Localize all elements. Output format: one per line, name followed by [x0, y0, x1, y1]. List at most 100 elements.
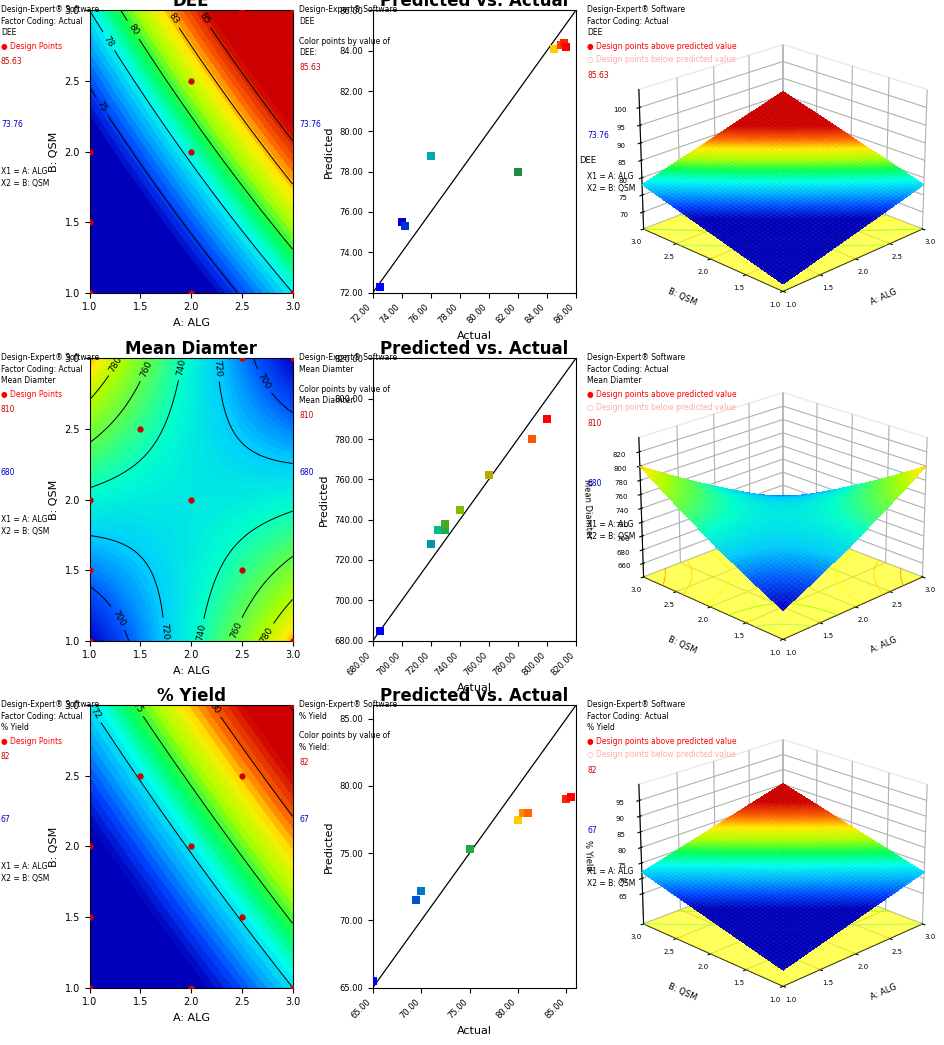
- Text: 780: 780: [108, 354, 125, 374]
- X-axis label: Actual: Actual: [457, 682, 492, 693]
- Point: [515, 805, 531, 821]
- Text: ● Design points above predicted value: ● Design points above predicted value: [587, 42, 737, 51]
- Point: [430, 521, 446, 538]
- X-axis label: A: ALG: A: ALG: [173, 1013, 210, 1023]
- Text: 67: 67: [299, 815, 309, 825]
- X-axis label: Actual: Actual: [457, 331, 492, 341]
- Text: Design-Expert® Software: Design-Expert® Software: [299, 5, 397, 15]
- Point: [547, 41, 562, 57]
- Point: [397, 217, 413, 234]
- Text: Factor Coding: Actual: Factor Coding: Actual: [587, 712, 669, 721]
- Title: Predicted vs. Actual: Predicted vs. Actual: [380, 688, 568, 705]
- Text: 73.76: 73.76: [299, 120, 321, 130]
- Text: Design-Expert® Software: Design-Expert® Software: [299, 353, 397, 363]
- Y-axis label: B: QSM: B: QSM: [666, 634, 698, 655]
- Text: Factor Coding: Actual: Factor Coding: Actual: [587, 17, 669, 26]
- Text: Mean Diamter:: Mean Diamter:: [299, 396, 356, 405]
- Text: ○ Design points below predicted value: ○ Design points below predicted value: [587, 403, 736, 413]
- Text: 85.63: 85.63: [299, 63, 321, 72]
- Text: ○ Design points below predicted value: ○ Design points below predicted value: [587, 750, 736, 760]
- Title: Predicted vs. Actual: Predicted vs. Actual: [380, 0, 568, 10]
- Text: ● Design Points: ● Design Points: [1, 42, 62, 51]
- Point: [373, 622, 388, 638]
- Y-axis label: B: QSM: B: QSM: [666, 981, 698, 1002]
- Text: 700: 700: [110, 608, 126, 628]
- Text: 700: 700: [256, 371, 272, 391]
- X-axis label: A: ALG: A: ALG: [869, 287, 899, 307]
- Point: [481, 467, 497, 484]
- Text: ● Design points above predicted value: ● Design points above predicted value: [587, 737, 737, 746]
- Title: Predicted vs. Actual: Predicted vs. Actual: [380, 341, 568, 358]
- Text: Design-Expert® Software: Design-Expert® Software: [299, 700, 397, 710]
- Text: X1 = A: ALG: X1 = A: ALG: [587, 172, 633, 182]
- Point: [558, 39, 573, 55]
- Point: [438, 515, 453, 532]
- Text: X2 = B: QSM: X2 = B: QSM: [587, 532, 635, 541]
- Text: 78: 78: [102, 33, 115, 48]
- Text: Color points by value of: Color points by value of: [299, 385, 390, 394]
- Text: Design-Expert® Software: Design-Expert® Software: [587, 700, 685, 710]
- Text: 82: 82: [299, 758, 309, 767]
- Text: Mean Diamter: Mean Diamter: [299, 365, 354, 374]
- Point: [452, 502, 467, 518]
- Point: [539, 411, 554, 427]
- Text: % Yield: % Yield: [1, 723, 29, 733]
- Text: DEE:: DEE:: [299, 48, 317, 57]
- Text: % Yield: % Yield: [587, 723, 615, 733]
- Text: 810: 810: [587, 419, 601, 428]
- Point: [373, 278, 388, 295]
- Title: DEE: DEE: [173, 0, 210, 10]
- Text: 73.76: 73.76: [1, 120, 23, 130]
- Text: 810: 810: [299, 411, 313, 420]
- Text: X2 = B: QSM: X2 = B: QSM: [1, 874, 49, 883]
- X-axis label: A: ALG: A: ALG: [869, 982, 899, 1002]
- Y-axis label: B: QSM: B: QSM: [49, 132, 59, 171]
- Y-axis label: Predicted: Predicted: [324, 125, 334, 178]
- Point: [365, 973, 380, 990]
- Text: Mean Diamter: Mean Diamter: [587, 376, 642, 386]
- Text: 73.76: 73.76: [587, 131, 609, 140]
- Text: Design-Expert® Software: Design-Expert® Software: [587, 353, 685, 363]
- Text: Factor Coding: Actual: Factor Coding: Actual: [587, 365, 669, 374]
- Text: X1 = A: ALG: X1 = A: ALG: [1, 862, 47, 872]
- Text: Color points by value of: Color points by value of: [299, 732, 390, 741]
- Text: Design-Expert® Software: Design-Expert® Software: [1, 353, 99, 363]
- Text: 85.63: 85.63: [1, 57, 23, 67]
- Point: [511, 163, 526, 180]
- Text: 80: 80: [126, 23, 140, 37]
- Point: [413, 882, 429, 899]
- Text: 82: 82: [1, 752, 10, 762]
- X-axis label: A: ALG: A: ALG: [173, 666, 210, 676]
- Text: 82: 82: [587, 766, 597, 775]
- Text: X2 = B: QSM: X2 = B: QSM: [1, 179, 49, 188]
- Text: ● Design Points: ● Design Points: [1, 737, 62, 746]
- Text: 780: 780: [258, 625, 275, 645]
- Text: X1 = A: ALG: X1 = A: ALG: [587, 520, 633, 530]
- Text: Factor Coding: Actual: Factor Coding: Actual: [1, 365, 83, 374]
- Text: 72: 72: [88, 706, 102, 721]
- Text: 680: 680: [299, 468, 313, 478]
- Point: [409, 891, 424, 908]
- Point: [525, 431, 540, 447]
- Text: 810: 810: [1, 405, 15, 415]
- Point: [559, 791, 574, 808]
- Text: % Yield:: % Yield:: [299, 743, 329, 752]
- Text: ○ Design points below predicted value: ○ Design points below predicted value: [587, 55, 736, 65]
- Text: X1 = A: ALG: X1 = A: ALG: [587, 867, 633, 877]
- Point: [564, 788, 579, 805]
- Point: [557, 34, 572, 51]
- Text: Design-Expert® Software: Design-Expert® Software: [1, 5, 99, 15]
- Y-axis label: B: QSM: B: QSM: [49, 480, 59, 519]
- Text: 680: 680: [1, 468, 15, 478]
- Text: Factor Coding: Actual: Factor Coding: Actual: [1, 17, 83, 26]
- Text: Design-Expert® Software: Design-Expert® Software: [587, 5, 685, 15]
- Text: DEE: DEE: [299, 17, 314, 26]
- Point: [395, 213, 410, 230]
- Text: 85.63: 85.63: [587, 71, 609, 80]
- Text: 680: 680: [587, 479, 601, 488]
- Text: 760: 760: [139, 359, 154, 378]
- Text: Color points by value of: Color points by value of: [299, 37, 390, 46]
- Point: [511, 811, 526, 828]
- Text: X2 = B: QSM: X2 = B: QSM: [1, 527, 49, 536]
- Title: % Yield: % Yield: [157, 688, 226, 705]
